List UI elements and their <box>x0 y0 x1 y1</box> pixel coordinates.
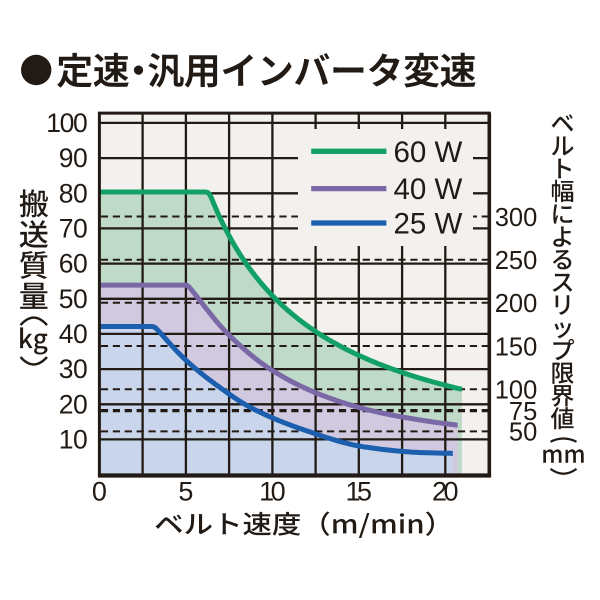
svg-text:70: 70 <box>59 214 88 244</box>
svg-text:300: 300 <box>495 204 538 232</box>
svg-text:10: 10 <box>59 425 88 455</box>
svg-text:75: 75 <box>509 398 537 426</box>
svg-text:10: 10 <box>259 476 286 506</box>
svg-text:200: 200 <box>495 290 538 318</box>
svg-text:60: 60 <box>59 249 88 279</box>
svg-text:30: 30 <box>59 354 88 384</box>
svg-text:150: 150 <box>495 333 538 361</box>
svg-text:0: 0 <box>92 476 107 506</box>
svg-text:100: 100 <box>495 377 538 405</box>
svg-text:80: 80 <box>59 178 88 208</box>
svg-text:20: 20 <box>432 476 459 506</box>
svg-text:50: 50 <box>59 284 88 314</box>
svg-text:40 W: 40 W <box>394 173 463 206</box>
svg-text:100: 100 <box>46 108 88 138</box>
svg-text:60 W: 60 W <box>394 136 463 169</box>
svg-text:5: 5 <box>178 476 193 506</box>
svg-text:50: 50 <box>509 419 537 447</box>
svg-text:25 W: 25 W <box>394 208 463 241</box>
svg-text:20: 20 <box>59 389 88 419</box>
svg-text:15: 15 <box>346 476 373 506</box>
svg-text:40: 40 <box>59 319 88 349</box>
svg-text:250: 250 <box>495 247 538 275</box>
svg-text:90: 90 <box>59 143 88 173</box>
